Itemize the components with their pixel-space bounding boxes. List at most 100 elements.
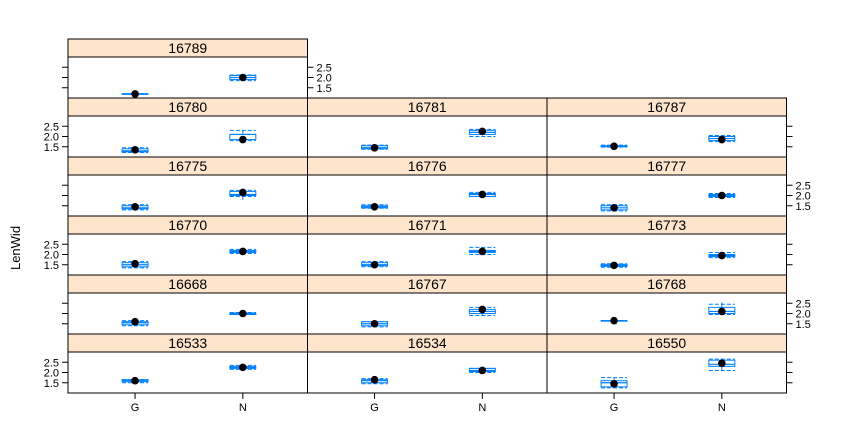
strip-label: 16789 [168, 40, 207, 56]
strip-label: 16777 [647, 158, 686, 174]
panel-frame [67, 174, 308, 217]
box-N [708, 191, 736, 200]
x-tick-label: G [610, 402, 619, 414]
mean-point [131, 202, 139, 211]
panel-16668: 16668 [67, 274, 308, 335]
box-N [468, 246, 496, 256]
box-N [229, 247, 257, 256]
strip-label: 16771 [408, 217, 447, 233]
box-N [468, 305, 496, 317]
y-tick-label: 1.5 [317, 83, 332, 95]
panel-frame [67, 56, 308, 99]
y-tick-label: 2.5 [796, 298, 811, 310]
box-N [708, 358, 736, 371]
panel-frame [307, 233, 548, 276]
x-tick-label: N [239, 402, 247, 414]
y-tick-label: 2.0 [44, 132, 59, 144]
x-tick-label: N [718, 402, 726, 414]
mean-point [131, 376, 139, 385]
axes-layer: 1.52.02.51.52.02.51.52.02.51.52.02.51.52… [44, 62, 811, 414]
panel-16789: 16789 [67, 38, 308, 99]
y-tick-label: 2.0 [44, 368, 59, 380]
x-tick-label: G [131, 402, 140, 414]
mean-point [610, 204, 618, 212]
mean-point [370, 143, 379, 152]
panel-frame [546, 233, 787, 276]
mean-point [610, 261, 618, 270]
y-tick-label: 2.5 [44, 121, 59, 133]
box-N [229, 309, 257, 318]
panel-16775: 16775 [67, 156, 308, 217]
strip-label: 16787 [647, 99, 686, 115]
mean-point [478, 366, 487, 375]
mean-point [478, 305, 487, 314]
mean-point [478, 127, 487, 136]
mean-point [478, 247, 487, 256]
box-N [468, 127, 496, 137]
panel-frame [67, 233, 308, 276]
box-G [361, 143, 389, 152]
mean-point [718, 251, 726, 260]
mean-point [718, 359, 726, 368]
y-tick-label: 2.5 [317, 62, 332, 74]
box-G [121, 317, 149, 327]
box-N [708, 302, 736, 316]
panel-frame [67, 115, 308, 158]
y-axis-label: LenWid [8, 226, 23, 270]
mean-point [131, 146, 139, 154]
panel-frame [67, 351, 308, 394]
mean-point [131, 317, 139, 326]
box-G [361, 319, 389, 328]
box-G [600, 204, 628, 212]
panel-16787: 16787 [546, 97, 787, 158]
panel-16771: 16771 [307, 215, 548, 276]
panel-frame [307, 115, 548, 158]
box-N [229, 188, 257, 200]
mean-point [239, 363, 247, 372]
panel-frame [307, 292, 548, 335]
box-G [361, 202, 389, 211]
box-G [600, 316, 628, 325]
mean-point [370, 202, 379, 211]
mean-point [370, 375, 379, 384]
y-tick-label: 2.0 [796, 191, 811, 203]
y-axis-row-4: 1.52.02.5 [62, 298, 811, 331]
y-axis-row-1: 1.52.02.5 [44, 121, 793, 154]
strip-label: 16781 [408, 99, 447, 115]
strip-label: 16534 [408, 335, 447, 351]
strip-label: 16780 [168, 99, 207, 115]
mean-point [370, 260, 379, 269]
box-G [361, 260, 389, 269]
strip-label: 16533 [168, 335, 207, 351]
strip-label: 16668 [168, 276, 207, 292]
mean-point [239, 247, 247, 256]
y-axis-row-3: 1.52.02.5 [44, 239, 793, 272]
panel-frame [307, 174, 548, 217]
panel-16550: 16550 [546, 333, 787, 394]
box-N [468, 366, 496, 375]
panel-16777: 16777 [546, 156, 787, 217]
mean-point [610, 379, 618, 388]
box-G [121, 90, 149, 98]
strip-label: 16773 [647, 217, 686, 233]
y-tick-label: 1.5 [44, 260, 59, 272]
strip-label: 16775 [168, 158, 207, 174]
y-tick-label: 2.5 [44, 239, 59, 251]
strip-label: 16767 [408, 276, 447, 292]
y-tick-label: 1.5 [44, 378, 59, 390]
mean-point [610, 142, 618, 151]
box-G [121, 259, 149, 269]
panel-16780: 16780 [67, 97, 308, 158]
panel-16534: 16534 [307, 333, 548, 394]
y-tick-label: 1.5 [796, 201, 811, 213]
mean-point [239, 188, 247, 197]
strip-label: 16776 [408, 158, 447, 174]
panel-frame [546, 292, 787, 335]
box-N [229, 363, 257, 372]
mean-point [610, 316, 618, 325]
panel-16767: 16767 [307, 274, 548, 335]
mean-point [239, 309, 247, 318]
x-tick-label: G [370, 402, 379, 414]
y-tick-label: 2.5 [796, 180, 811, 192]
